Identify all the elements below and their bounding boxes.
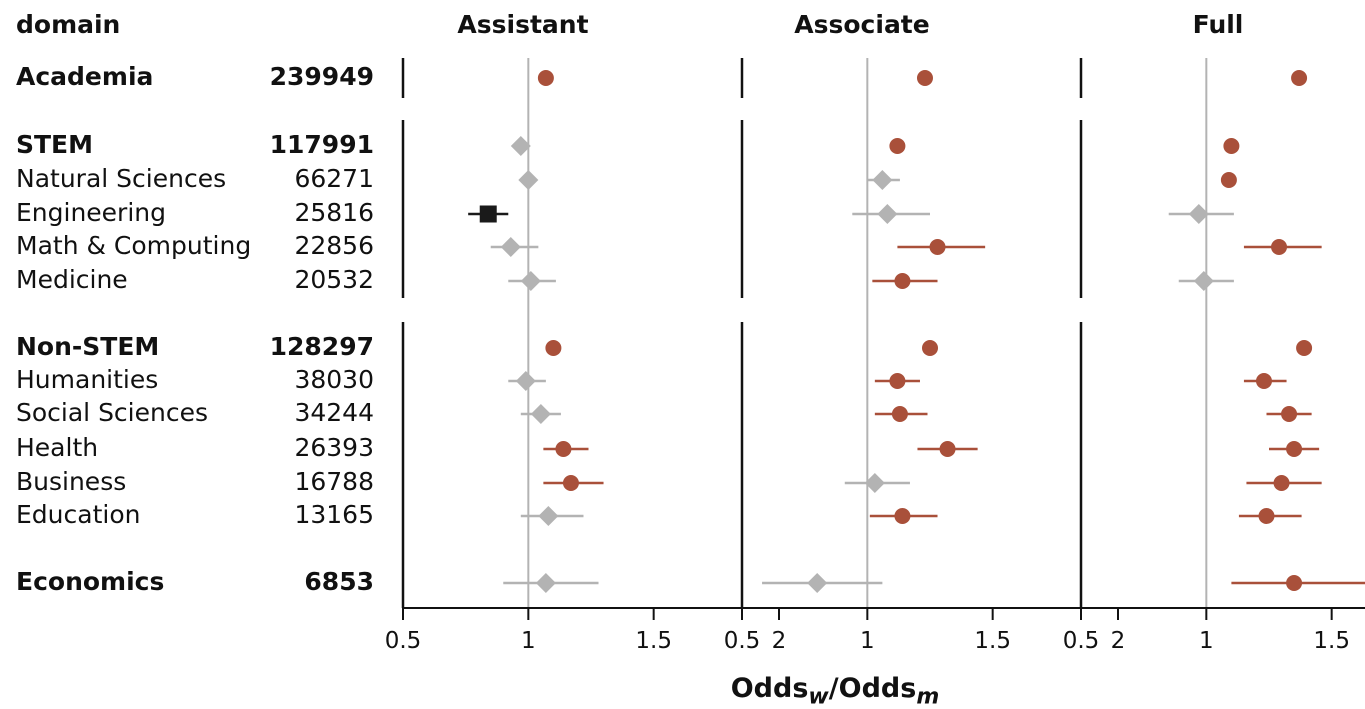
row-label: Engineering [16, 198, 166, 227]
row-count: 25816 [294, 198, 374, 227]
row-label: Business [16, 467, 127, 496]
x-tick-label: 1 [521, 628, 536, 654]
data-point-circle [916, 70, 933, 86]
row-count: 16788 [294, 467, 374, 496]
data-point-circle [894, 508, 911, 524]
data-point-circle [1273, 475, 1290, 491]
data-point-diamond [530, 404, 551, 424]
x-tick-label: 1 [1199, 628, 1214, 654]
row-label: Medicine [16, 265, 128, 294]
x-tick-label: 0.5 [724, 628, 761, 654]
x-tick-label: 1.5 [974, 628, 1011, 654]
data-point-diamond [518, 170, 539, 190]
domain-column-header: domain [16, 10, 121, 39]
data-point-diamond [1193, 271, 1214, 291]
row-count: 13165 [294, 500, 374, 529]
panel-title-full: Full [1192, 10, 1244, 39]
row-count: 26393 [294, 433, 374, 462]
row-count: 22856 [294, 231, 374, 260]
data-point-circle [1286, 575, 1303, 591]
data-point-circle [889, 138, 906, 154]
row-label: Social Sciences [16, 398, 209, 427]
data-point-circle [555, 441, 572, 457]
data-point-circle [894, 273, 911, 289]
data-point-diamond [535, 573, 556, 593]
data-point-circle [1281, 406, 1298, 422]
data-point-circle [939, 441, 956, 457]
data-point-square [479, 205, 497, 223]
data-point-circle [922, 340, 938, 356]
row-count: 6853 [304, 567, 374, 596]
row-label: Math & Computing [16, 231, 252, 260]
panel-title-associate: Associate [794, 10, 930, 39]
x-tick-label: 1.5 [1313, 628, 1350, 654]
data-point-diamond [538, 506, 559, 526]
data-point-diamond [1188, 204, 1209, 224]
row-count: 117991 [269, 130, 374, 159]
row-label: Humanities [16, 365, 159, 394]
row-label: Academia [16, 62, 154, 91]
data-point-circle [1258, 508, 1275, 524]
data-point-diamond [500, 237, 521, 257]
x-tick-label: 1.5 [635, 628, 672, 654]
data-point-diamond [510, 136, 531, 156]
x-tick-label: 2 [772, 628, 787, 654]
data-point-circle [1220, 172, 1237, 188]
data-point-circle [1296, 340, 1313, 356]
row-label: Economics [16, 567, 165, 596]
data-point-circle [889, 373, 906, 389]
row-count: 20532 [294, 265, 374, 294]
x-tick-label: 1 [860, 628, 875, 654]
x-axis-title: Oddsw/Oddsm [730, 673, 940, 709]
data-point-diamond [520, 271, 541, 291]
data-point-diamond [807, 573, 828, 593]
x-tick-label: 2 [1111, 628, 1126, 654]
data-point-circle [562, 475, 579, 491]
data-point-circle [1291, 70, 1308, 86]
panel-title-assistant: Assistant [457, 10, 589, 39]
data-point-circle [1271, 239, 1288, 255]
data-point-circle [545, 340, 562, 356]
data-point-circle [929, 239, 946, 255]
x-tick-label: 0.5 [1063, 628, 1100, 654]
data-point-diamond [872, 170, 893, 190]
row-label: Natural Sciences [16, 164, 227, 193]
row-label: Health [16, 433, 99, 462]
data-point-diamond [864, 473, 885, 493]
row-count: 128297 [269, 332, 374, 361]
row-count: 34244 [294, 398, 374, 427]
row-count: 38030 [294, 365, 374, 394]
row-label: STEM [16, 130, 94, 159]
row-label: Non-STEM [16, 332, 160, 361]
data-point-diamond [877, 204, 898, 224]
data-point-circle [537, 70, 554, 86]
data-point-circle [1255, 373, 1272, 389]
data-point-circle [891, 406, 908, 422]
row-count: 239949 [269, 62, 374, 91]
data-point-circle [1223, 138, 1240, 154]
x-tick-label: 0.5 [385, 628, 422, 654]
data-point-diamond [515, 371, 536, 391]
data-point-circle [1286, 441, 1303, 457]
row-count: 66271 [294, 164, 374, 193]
row-label: Education [16, 500, 141, 529]
